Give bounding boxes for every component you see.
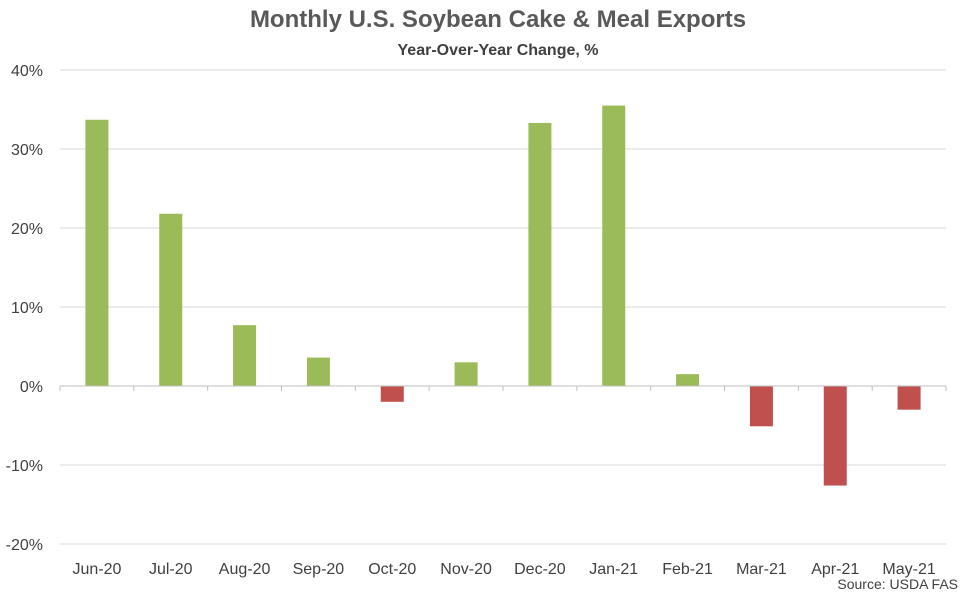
- bar-jan-21: [602, 105, 626, 387]
- x-tick-label: Dec-20: [514, 561, 566, 578]
- bar-mar-21: [749, 386, 773, 427]
- bar-may-21: [897, 386, 921, 410]
- x-tick-label: Nov-20: [440, 561, 492, 578]
- bar-nov-20: [454, 362, 478, 386]
- chart-title: Monthly U.S. Soybean Cake & Meal Exports: [249, 6, 747, 33]
- x-tick-label: Jul-20: [149, 561, 193, 578]
- gridlines: [60, 69, 946, 545]
- x-tick-label: Aug-20: [219, 561, 271, 578]
- bar-sep-20: [306, 357, 330, 386]
- bar-feb-21: [676, 374, 700, 386]
- y-tick-label: -20%: [6, 537, 43, 554]
- bar-jun-20: [85, 119, 109, 387]
- source-note: Source: USDA FAS: [837, 576, 958, 592]
- x-axis: [59, 385, 947, 391]
- x-tick-label: Sep-20: [293, 561, 345, 578]
- y-tick-label: 0%: [20, 379, 43, 396]
- y-axis-tick-labels: -20% -10% 0% 10% 20% 30% 40%: [6, 63, 43, 554]
- y-tick-label: 20%: [11, 221, 43, 238]
- y-tick-label: 30%: [11, 142, 43, 159]
- bars: [85, 105, 921, 486]
- bar-oct-20: [380, 386, 404, 402]
- x-tick-label: Jun-20: [72, 561, 121, 578]
- chart-subtitle: Year-Over-Year Change, %: [397, 42, 599, 59]
- y-tick-label: 40%: [11, 63, 43, 80]
- bar-apr-21: [823, 386, 847, 486]
- bar-jul-20: [159, 213, 183, 386]
- y-tick-label: -10%: [6, 458, 43, 475]
- x-tick-label: May-21: [882, 561, 935, 578]
- x-tick-label: Feb-21: [662, 561, 713, 578]
- bar-dec-20: [528, 122, 552, 387]
- x-tick-label: Apr-21: [811, 561, 859, 578]
- x-axis-tick-labels: Jun-20 Jul-20 Aug-20 Sep-20 Oct-20 Nov-20 Dec-…: [72, 561, 935, 578]
- bar-aug-20: [233, 325, 257, 386]
- x-tick-label: Oct-20: [368, 561, 416, 578]
- x-tick-label: Mar-21: [736, 561, 787, 578]
- y-tick-label: 10%: [11, 300, 43, 317]
- x-tick-label: Jan-21: [589, 561, 638, 578]
